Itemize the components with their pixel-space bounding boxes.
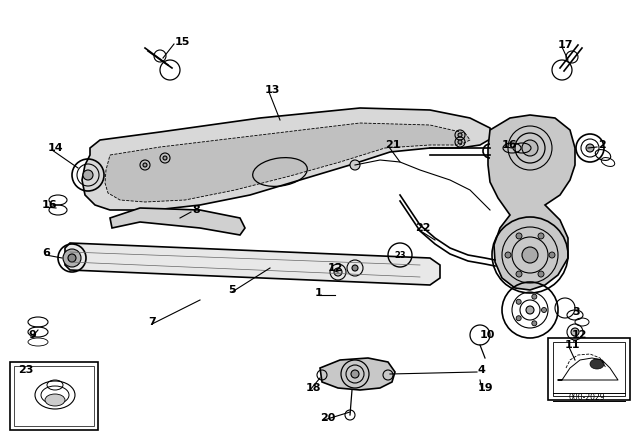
- Polygon shape: [110, 208, 245, 235]
- Text: 21: 21: [385, 140, 401, 150]
- Circle shape: [549, 252, 555, 258]
- Text: 1: 1: [315, 288, 323, 298]
- Text: 4: 4: [478, 365, 486, 375]
- Text: 3: 3: [572, 307, 580, 317]
- Circle shape: [143, 163, 147, 167]
- Circle shape: [516, 271, 522, 277]
- Circle shape: [352, 265, 358, 271]
- Text: 22: 22: [415, 223, 431, 233]
- Text: 17: 17: [558, 40, 573, 50]
- Bar: [553, 342, 625, 396]
- Polygon shape: [320, 358, 395, 390]
- Polygon shape: [82, 108, 492, 210]
- Circle shape: [351, 370, 359, 378]
- Circle shape: [538, 233, 544, 239]
- Text: 8: 8: [192, 205, 200, 215]
- Text: 11: 11: [565, 340, 580, 350]
- Text: 16: 16: [502, 140, 518, 150]
- Ellipse shape: [45, 394, 65, 406]
- Circle shape: [532, 321, 537, 326]
- Circle shape: [83, 170, 93, 180]
- Text: 7: 7: [148, 317, 156, 327]
- Circle shape: [522, 140, 538, 156]
- Text: 13: 13: [265, 85, 280, 95]
- Circle shape: [458, 133, 462, 137]
- Circle shape: [505, 252, 511, 258]
- Text: 12: 12: [328, 263, 344, 273]
- Circle shape: [163, 156, 167, 160]
- Text: 15: 15: [175, 37, 190, 47]
- Text: 12: 12: [572, 330, 588, 340]
- Circle shape: [541, 307, 547, 313]
- Bar: [10, 362, 98, 430]
- Text: 5: 5: [228, 285, 236, 295]
- Circle shape: [532, 294, 537, 299]
- Circle shape: [516, 299, 521, 304]
- Circle shape: [63, 249, 81, 267]
- Text: 19: 19: [478, 383, 493, 393]
- Bar: [14, 366, 94, 426]
- Bar: [548, 338, 630, 400]
- Circle shape: [350, 160, 360, 170]
- Text: 20: 20: [320, 413, 335, 423]
- Text: 14: 14: [48, 143, 63, 153]
- Polygon shape: [65, 243, 440, 285]
- Polygon shape: [105, 123, 470, 202]
- Circle shape: [526, 306, 534, 314]
- Circle shape: [458, 140, 462, 144]
- Circle shape: [334, 268, 342, 276]
- Text: 16: 16: [42, 200, 58, 210]
- Circle shape: [571, 328, 579, 336]
- Circle shape: [68, 254, 76, 262]
- Circle shape: [522, 247, 538, 263]
- Text: 9: 9: [28, 330, 36, 340]
- Circle shape: [586, 144, 594, 152]
- Text: 000-2029: 000-2029: [569, 392, 605, 401]
- Text: 10: 10: [480, 330, 495, 340]
- Circle shape: [516, 233, 522, 239]
- Ellipse shape: [590, 359, 604, 369]
- Text: 23: 23: [394, 250, 406, 259]
- Circle shape: [516, 316, 521, 321]
- Text: 18: 18: [306, 383, 321, 393]
- Polygon shape: [488, 115, 575, 290]
- Circle shape: [538, 271, 544, 277]
- Text: 6: 6: [42, 248, 50, 258]
- Text: 23: 23: [18, 365, 33, 375]
- Text: 2: 2: [598, 140, 605, 150]
